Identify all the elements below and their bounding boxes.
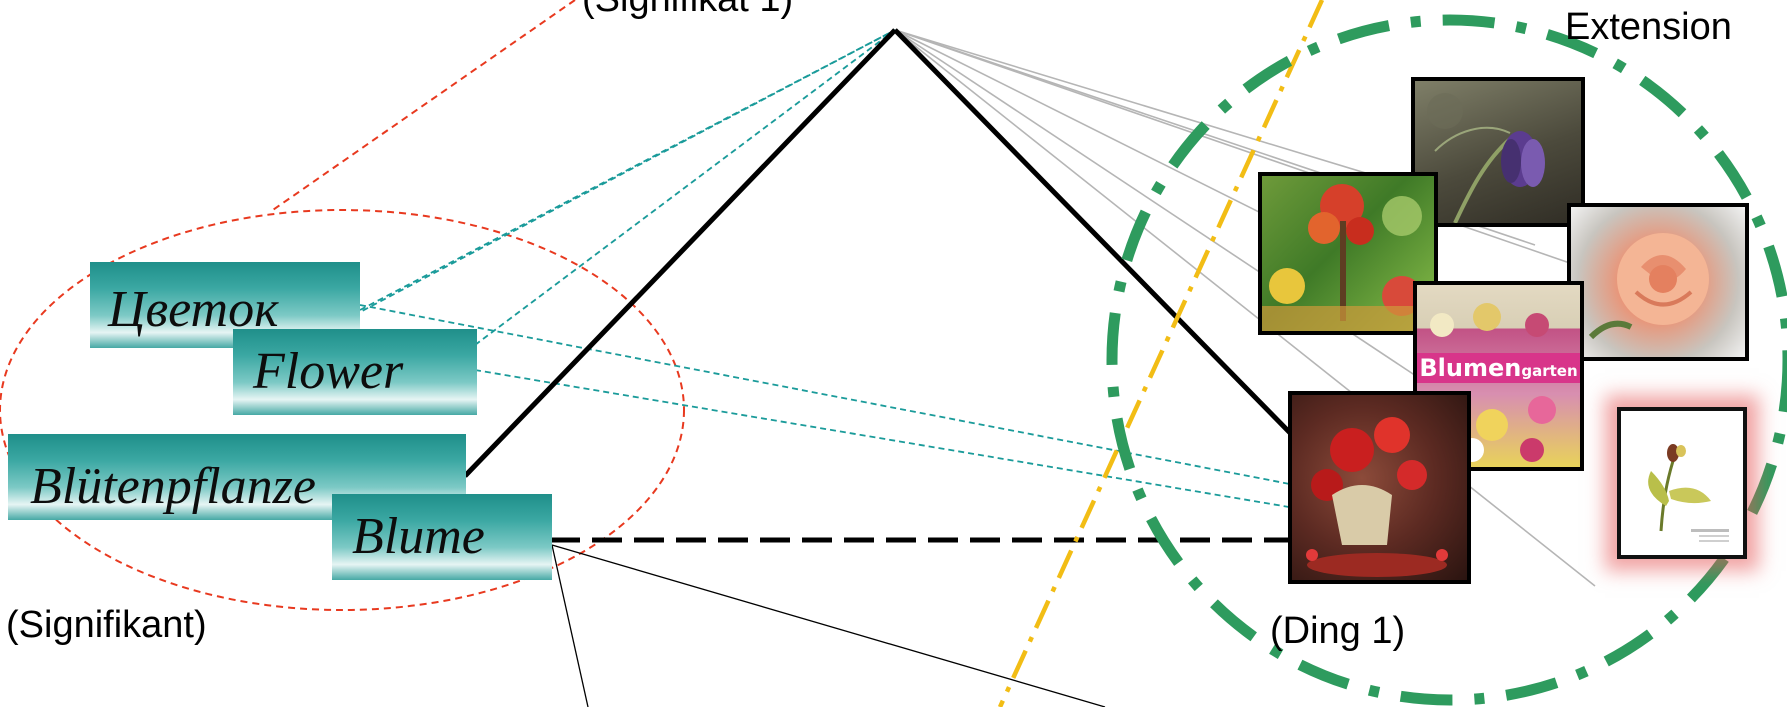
word-bluetenpflanze-text: Blütenpflanze [30,458,316,515]
word-flower: Flower [233,329,477,415]
book-title-main: Blumen [1419,354,1522,382]
book-title-banner: Blumengarten [1417,353,1580,383]
signifikat-leader-line [269,0,576,213]
garden-image [1262,184,1434,331]
pasque-flower-photo [1411,77,1585,227]
signifikat-label: (Signifikat 1) [582,0,793,21]
pasque-flower-image [1427,93,1545,223]
word-flower-text: Flower [253,343,404,400]
extension-circle [1106,14,1787,706]
book-title-suffix: garten [1521,362,1578,380]
blume-lower-line-2 [551,544,1106,707]
signifikant-label: (Signifikant) [6,604,207,646]
word-blume-text: Blume [352,508,485,565]
rose-image [1588,233,1709,340]
word-blume: Blume [332,494,552,580]
word-link-lines [344,29,1296,509]
yellow-divider-line [997,0,1325,707]
herbarium-sheet-photo [1617,407,1747,559]
blume-lower-line-1 [551,544,589,707]
signifikant-ellipse [0,209,685,611]
rose-photo [1567,203,1749,361]
garden-photo [1258,172,1438,335]
word-tsvetok-text: Цветок [108,281,279,338]
triangle-right-side [893,28,1299,442]
orchid-image [1648,444,1729,542]
bouquet-photo [1288,391,1471,584]
bouquet-image [1306,417,1448,577]
word-bluetenpflanze: Blütenpflanze [8,434,466,520]
ding-label: (Ding 1) [1270,610,1406,652]
word-tsvetok: Цветок [90,262,360,348]
triangle-left-side [463,28,897,478]
extension-label: Extension [1565,6,1732,48]
